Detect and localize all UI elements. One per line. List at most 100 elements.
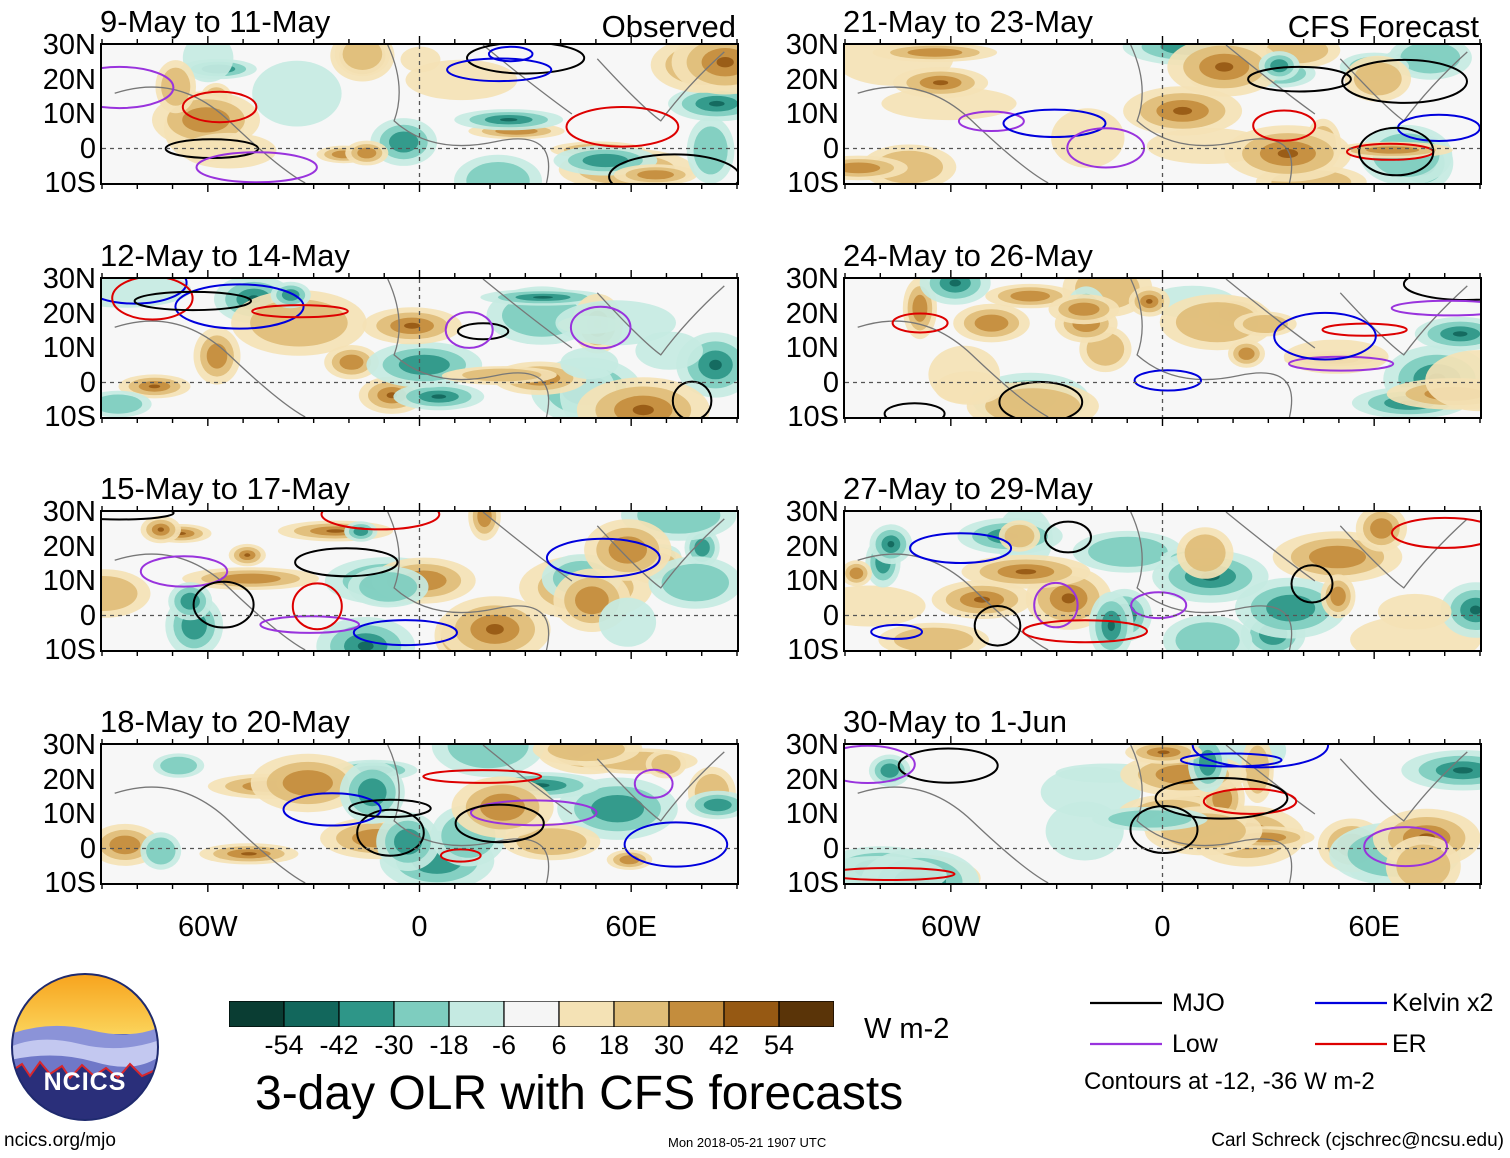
lat-tick-label: 10N (785, 565, 839, 597)
legend-label: ER (1392, 1030, 1427, 1058)
wave-contour (569, 305, 632, 350)
olr-positive-anomaly (148, 384, 161, 389)
wave-contour (891, 312, 949, 334)
olr-positive-anomaly (1051, 108, 1125, 168)
olr-map-svg (845, 279, 1480, 417)
lat-tick-label: 0 (79, 366, 96, 399)
lat-tick-label: 30N (785, 29, 839, 61)
colorbar-swatch (503, 1000, 560, 1028)
lat-tick-label: 10N (42, 798, 96, 830)
wave-contour (195, 151, 318, 183)
wave-contour (1129, 805, 1199, 854)
lat-tick-label: 0 (822, 599, 839, 632)
wave-contour (973, 605, 1022, 647)
olr-positive-anomaly (157, 527, 164, 532)
olr-negative-anomaly (398, 354, 450, 375)
legend-line (1315, 1042, 1387, 1046)
author-credit: Carl Schreck (cjschrec@ncsu.edu) (1211, 1130, 1504, 1151)
wave-contour (623, 821, 729, 868)
olr-negative-anomaly (533, 296, 553, 299)
olr-positive-anomaly (632, 404, 654, 416)
olr-map-panel (843, 510, 1482, 652)
olr-positive-anomaly (637, 170, 674, 180)
colorbar-tick-label: -54 (264, 1030, 304, 1060)
lat-tick-label: 30N (785, 263, 839, 295)
olr-negative-anomaly (1453, 767, 1473, 774)
wave-contour (139, 555, 229, 588)
olr-negative-anomaly (1107, 620, 1115, 632)
lon-tick-label: 60E (1348, 911, 1400, 943)
olr-positive-anomaly (182, 107, 230, 133)
lat-tick-label: 30N (785, 496, 839, 528)
lat-tick-label: 0 (822, 832, 839, 865)
colorbar-tick-label: -6 (491, 1030, 516, 1060)
wave-contour (565, 106, 680, 148)
olr-negative-anomaly (845, 856, 947, 883)
olr-positive-anomaly (1425, 350, 1480, 412)
olr-positive-anomaly (357, 147, 377, 159)
lat-tick-label: 20N (42, 297, 96, 330)
logo-text: NCICS (43, 1068, 127, 1096)
olr-positive-anomaly (1215, 62, 1234, 72)
colorbar-tick-label: -18 (429, 1030, 469, 1060)
site-link[interactable]: ncics.org/mjo (4, 1130, 116, 1151)
wave-contour (1341, 58, 1468, 104)
wave-contour (1179, 752, 1283, 768)
olr-positive-anomaly (1175, 302, 1259, 343)
lon-tick-label: 60W (921, 911, 981, 943)
wave-contour (608, 153, 737, 183)
wave-contour (633, 768, 674, 799)
lat-tick-label: 30N (42, 29, 96, 61)
olr-negative-anomaly (709, 100, 725, 107)
lat-tick-label: 20N (785, 297, 839, 330)
olr-positive-anomaly (339, 354, 364, 370)
olr-negative-anomaly (709, 359, 722, 371)
lat-tick-label: 30N (42, 729, 96, 761)
colorbar-tick-label: -42 (319, 1030, 359, 1060)
lat-tick-label: 10N (785, 98, 839, 130)
timestamp: Mon 2018-05-21 1907 UTC (668, 1135, 827, 1150)
wave-contour (446, 57, 553, 83)
panel-source-tag: CFS Forecast (1287, 9, 1479, 44)
olr-positive-anomaly (1238, 347, 1255, 360)
wave-contour (1044, 520, 1093, 554)
legend-label: Low (1172, 1030, 1218, 1058)
olr-positive-anomaly (102, 576, 138, 611)
lon-tick-label: 0 (411, 911, 428, 943)
olr-positive-anomaly (893, 627, 974, 650)
olr-negative-anomaly (160, 756, 197, 775)
olr-negative-anomaly (102, 394, 143, 414)
wave-contour (192, 580, 255, 629)
olr-negative-anomaly (500, 118, 518, 122)
wave-contour (1402, 279, 1480, 301)
olr-positive-anomaly (1004, 524, 1035, 548)
coastline (114, 279, 725, 417)
olr-positive-anomaly (342, 45, 383, 70)
wave-contour (469, 799, 598, 827)
olr-positive-anomaly (1010, 290, 1050, 302)
colorbar-swatch (558, 1000, 615, 1028)
olr-positive-anomaly (845, 162, 881, 174)
lat-tick-label: 10N (42, 98, 96, 130)
wave-contour (1133, 369, 1202, 392)
lat-tick-label: 10N (785, 332, 839, 364)
wave-contour (282, 792, 382, 827)
lat-tick-label: 10S (44, 867, 96, 899)
coastline (857, 45, 1468, 183)
olr-map-panel (100, 43, 739, 185)
olr-positive-anomaly (1309, 545, 1366, 569)
olr-negative-anomaly (466, 162, 530, 183)
colorbar-tick-label: 30 (653, 1030, 685, 1060)
olr-negative-anomaly (887, 541, 895, 548)
olr-negative-anomaly (1266, 594, 1316, 622)
lat-tick-label: 20N (42, 763, 96, 796)
wave-contour (1130, 591, 1188, 620)
olr-positive-anomaly (1370, 518, 1393, 539)
wave-contour (1363, 826, 1448, 868)
panel-title: 30-May to 1-Jun (843, 704, 1067, 739)
panel-title: 12-May to 14-May (100, 238, 350, 273)
wave-contour (487, 45, 534, 63)
olr-map-panel (843, 277, 1482, 419)
olr-negative-anomaly (582, 153, 629, 168)
wave-contour (870, 623, 923, 640)
